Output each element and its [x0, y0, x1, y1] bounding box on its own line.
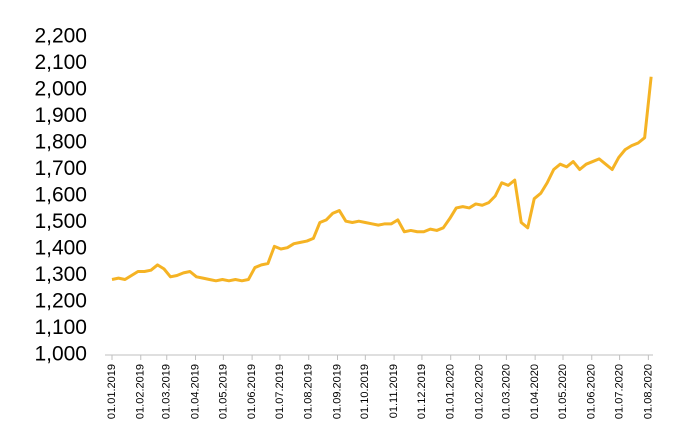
x-tick-label: 01.06.2020 [586, 364, 598, 419]
y-tick-label: 1,500 [34, 210, 87, 233]
y-tick-label: 1,900 [34, 104, 87, 127]
y-tick-label: 1,700 [34, 157, 87, 180]
y-tick-label: 1,300 [34, 263, 87, 286]
x-tick-label: 01.08.2019 [303, 364, 315, 419]
x-tick-label: 01.08.2020 [642, 364, 654, 419]
y-tick-label: 2,000 [34, 78, 87, 101]
x-tick-label: 01.10.2019 [359, 364, 371, 419]
x-tick-label: 01.04.2020 [529, 364, 541, 419]
price-line [111, 76, 653, 283]
x-tick-label: 01.05.2020 [557, 364, 569, 419]
x-tick-label: 01.02.2019 [135, 364, 147, 419]
y-tick-label: 1,800 [34, 131, 87, 154]
y-tick-label: 1,000 [34, 343, 87, 366]
x-tick-label: 01.12.2019 [416, 364, 428, 419]
x-tick-label: 01.01.2019 [106, 364, 118, 419]
y-tick-label: 1,600 [34, 184, 87, 207]
x-tick-label: 01.01.2020 [445, 364, 457, 419]
y-tick-label: 2,100 [34, 51, 87, 74]
y-tick-label: 1,200 [34, 290, 87, 313]
x-tick-label: 01.11.2019 [388, 364, 400, 418]
x-tick-label: 01.07.2020 [613, 364, 625, 419]
x-tick-label: 01.07.2019 [274, 364, 286, 419]
x-tick-label: 01.06.2019 [246, 364, 258, 419]
x-tick-label: 01.09.2019 [331, 364, 343, 419]
x-tick-label: 01.05.2019 [217, 364, 229, 419]
y-tick-label: 2,200 [34, 25, 87, 48]
y-tick-label: 1,400 [34, 237, 87, 260]
x-tick-label: 01.03.2019 [161, 364, 173, 419]
y-tick-label: 1,100 [34, 316, 87, 339]
x-tick-label: 01.04.2019 [189, 364, 201, 419]
x-tick-label: 01.02.2020 [473, 364, 485, 419]
x-tick-label: 01.03.2020 [500, 364, 512, 419]
